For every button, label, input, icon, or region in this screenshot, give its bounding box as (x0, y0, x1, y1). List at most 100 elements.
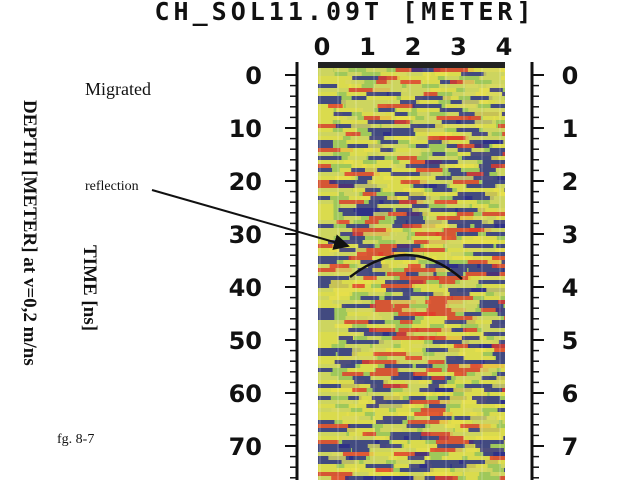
radar-texture (428, 240, 466, 244)
radar-texture (431, 376, 445, 380)
top-tick-label: 4 (496, 33, 513, 61)
radar-texture (439, 108, 463, 112)
radar-texture (479, 276, 505, 280)
radar-texture (329, 296, 350, 300)
radar-texture (475, 444, 491, 448)
radar-texture (502, 92, 505, 96)
radar-texture (430, 88, 457, 92)
radar-texture (344, 320, 372, 324)
radar-texture (349, 236, 365, 240)
radar-texture (469, 228, 492, 232)
radar-texture (362, 192, 377, 196)
radar-texture (351, 164, 367, 168)
radar-texture (341, 100, 356, 104)
radar-texture (486, 288, 505, 292)
radar-texture (456, 188, 475, 192)
radar-texture (394, 220, 408, 224)
radar-texture (411, 324, 430, 328)
radar-texture (318, 244, 344, 248)
radar-texture (457, 144, 484, 148)
radar-texture (406, 252, 424, 256)
radar-texture (379, 116, 411, 120)
radar-texture (344, 180, 372, 184)
radar-texture (447, 300, 480, 304)
radar-texture (402, 88, 441, 92)
radar-texture (490, 472, 505, 476)
radar-texture (455, 164, 484, 168)
radar-texture (465, 272, 505, 276)
radar-texture (474, 224, 505, 228)
radar-texture (345, 132, 361, 136)
radar-texture (353, 208, 380, 212)
radar-texture (466, 256, 505, 260)
radar-texture (479, 100, 505, 104)
radar-texture (405, 164, 446, 168)
radar-texture (451, 296, 474, 300)
radar-texture (461, 240, 495, 244)
radar-texture (396, 244, 421, 248)
radar-texture (318, 276, 356, 280)
radar-texture (495, 404, 505, 408)
radar-texture (387, 272, 411, 276)
radar-texture (396, 332, 413, 336)
radar-texture (465, 476, 478, 480)
radar-texture (451, 420, 473, 424)
radar-texture (463, 312, 482, 316)
reflection-hyperbola (349, 253, 463, 280)
radar-texture (472, 204, 489, 208)
radar-texture (485, 192, 505, 196)
radar-texture (376, 420, 403, 424)
radar-texture (448, 168, 461, 172)
radar-texture (318, 120, 333, 124)
radar-texture (424, 460, 464, 464)
radar-texture (420, 436, 449, 440)
radar-texture (366, 96, 397, 100)
radar-texture (344, 344, 370, 348)
radar-texture (457, 160, 478, 164)
radar-texture (318, 76, 356, 80)
radar-texture (354, 184, 390, 188)
radar-texture (318, 312, 335, 316)
radar-texture (491, 264, 505, 268)
radar-texture (372, 388, 391, 392)
radar-texture (475, 124, 497, 128)
radar-texture (454, 372, 467, 376)
radar-texture (371, 256, 386, 260)
radar-texture (369, 304, 394, 308)
radar-texture (318, 140, 333, 144)
radar-texture (392, 224, 413, 228)
radar-texture (487, 260, 505, 264)
radar-texture (413, 136, 433, 140)
radar-texture (342, 440, 380, 444)
radar-texture (405, 380, 427, 384)
radar-texture (418, 336, 436, 340)
radar-texture (402, 260, 419, 264)
radar-texture (451, 308, 476, 312)
radar-texture (459, 280, 483, 284)
radar-texture (369, 136, 385, 140)
radar-texture (385, 348, 403, 352)
radar-texture (497, 372, 505, 376)
radar-texture (489, 196, 505, 200)
radar-texture (439, 280, 456, 284)
radar-texture (422, 428, 454, 432)
radar-texture (334, 68, 349, 72)
radar-texture (436, 216, 473, 220)
radar-texture (410, 124, 443, 128)
radar-texture (381, 264, 412, 268)
radar-texture (449, 432, 484, 436)
radar-texture (436, 332, 469, 336)
radar-texture (358, 244, 375, 248)
radar-texture (318, 308, 335, 312)
radar-texture (403, 436, 422, 440)
radar-texture (415, 144, 429, 148)
radar-texture (441, 284, 461, 288)
radar-texture (361, 360, 400, 364)
radar-texture (447, 368, 489, 372)
radargram (318, 68, 505, 480)
radar-texture (318, 228, 353, 232)
radar-texture (415, 328, 453, 332)
radar-texture (318, 292, 353, 296)
radar-texture (462, 156, 499, 160)
